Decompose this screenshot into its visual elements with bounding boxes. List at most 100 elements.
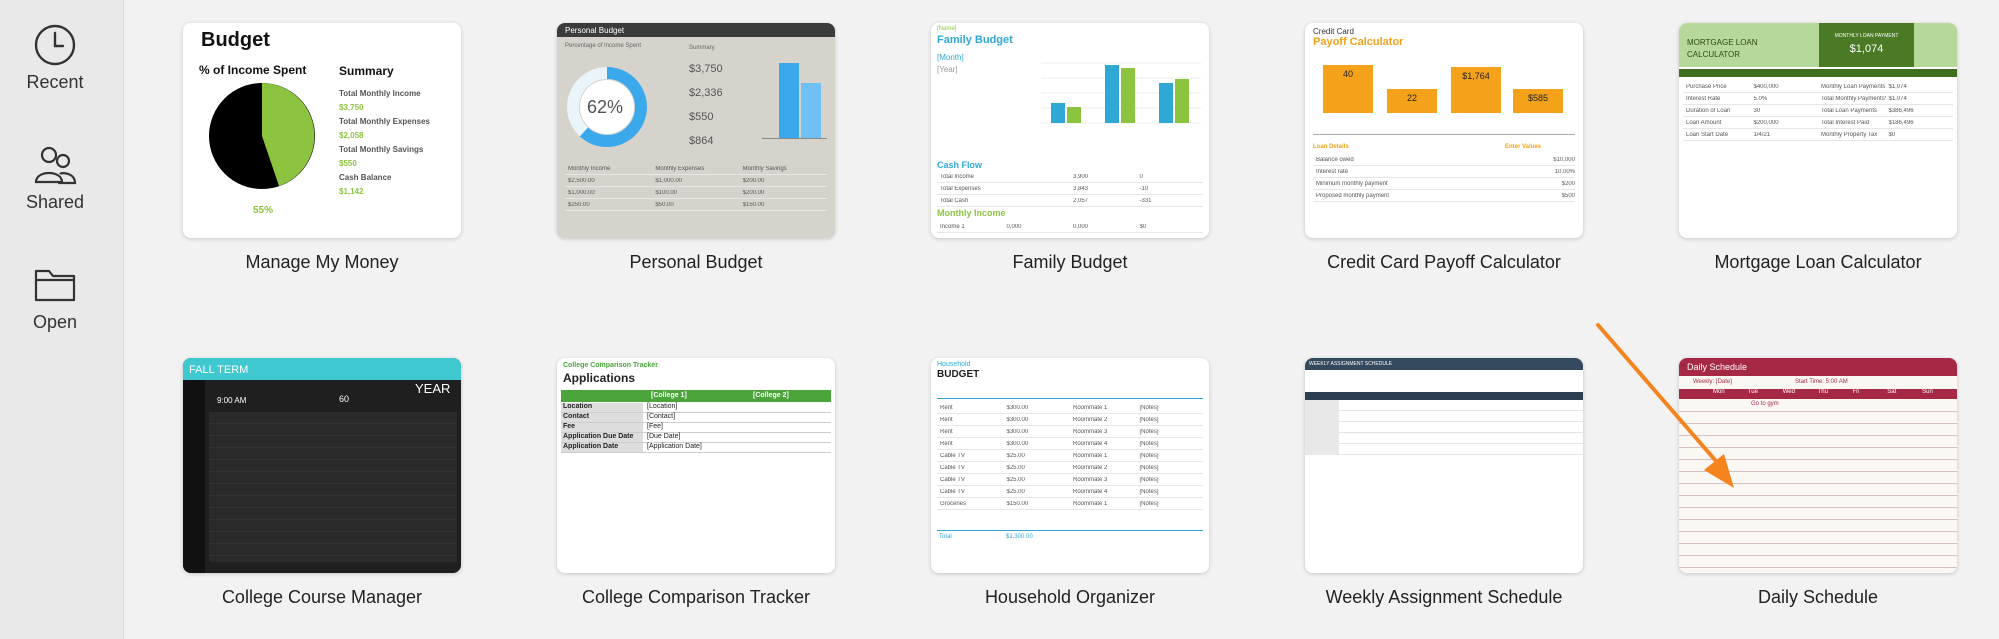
summary-title: Summary bbox=[339, 64, 394, 78]
summary-title: Summary bbox=[689, 45, 715, 51]
sidebar: Recent Shared Open bbox=[0, 0, 124, 639]
template-thumbnail: College Comparison Tracker Applications … bbox=[557, 358, 835, 573]
summary-value: $3,750 bbox=[689, 63, 723, 75]
sidebar-item-label: Open bbox=[32, 312, 78, 332]
template-label: Household Organizer bbox=[984, 587, 1156, 607]
summary-value: $2,058 bbox=[339, 131, 364, 140]
weekly-date: Weekly: [Date] bbox=[1693, 379, 1732, 385]
section-title: Monthly Income bbox=[937, 208, 1006, 218]
pie-chart bbox=[209, 83, 315, 189]
summary-value: $3,750 bbox=[339, 103, 364, 112]
thumb-month: [Month] bbox=[937, 53, 964, 62]
row-value: [Due Date] bbox=[647, 433, 681, 440]
thumb-title: BUDGET bbox=[937, 369, 980, 380]
bar bbox=[779, 63, 799, 138]
schedule-entry: Go to gym bbox=[1751, 401, 1779, 407]
day-header: Fri bbox=[1852, 389, 1860, 395]
summary-value: $864 bbox=[689, 135, 714, 147]
thumb-kicker: [Name] bbox=[937, 26, 957, 32]
template-thumbnail: Credit Card Payoff Calculator 40 22 $1,7… bbox=[1305, 23, 1583, 238]
thumb-title: WEEKLY ASSIGNMENT SCHEDULE bbox=[1305, 358, 1583, 370]
thumb-title: Daily Schedule bbox=[1679, 358, 1957, 376]
day-header: Sat bbox=[1887, 389, 1897, 395]
total-label: Total bbox=[939, 534, 952, 540]
donut-chart bbox=[567, 67, 647, 147]
row-label: Contact bbox=[561, 413, 643, 422]
summary-label: Total Monthly Income bbox=[339, 89, 421, 98]
thumb-kicker: College Comparison Tracker bbox=[563, 362, 658, 369]
bar-chart bbox=[1041, 62, 1201, 124]
template-thumbnail: WEEKLY ASSIGNMENT SCHEDULE bbox=[1305, 358, 1583, 573]
summary-value: $550 bbox=[339, 159, 357, 168]
day-header: Thu bbox=[1817, 389, 1828, 395]
thumb-title: Budget bbox=[201, 29, 270, 51]
folder-icon bbox=[34, 269, 76, 302]
donut-percent: 62% bbox=[587, 97, 624, 117]
template-thumbnail: Household BUDGET Rent $300.00 Roommate 1 [N… bbox=[931, 358, 1209, 573]
time-interval: 60 bbox=[339, 394, 350, 404]
template-label: College Comparison Tracker bbox=[581, 587, 811, 607]
template-label: College Course Manager bbox=[221, 587, 423, 607]
template-thumbnail: Personal Budget Percentage of Income Spe… bbox=[557, 23, 835, 238]
thumb-title: MORTGAGE LOAN CALCULATOR bbox=[1687, 38, 1758, 59]
template-gallery: Budget % of Income Spent 55% Summary Tot… bbox=[124, 0, 1999, 639]
row-label: Application Due Date bbox=[561, 433, 643, 442]
thumb-kicker: Credit Card bbox=[1313, 27, 1354, 36]
row-value: [Fee] bbox=[647, 423, 663, 430]
sidebar-item-recent[interactable]: Recent bbox=[0, 22, 110, 93]
section-title: Loan Details bbox=[1313, 144, 1349, 150]
bar bbox=[801, 83, 821, 138]
pie-title: % of Income Spent bbox=[199, 63, 307, 77]
pie-percent: 55% bbox=[253, 205, 274, 216]
summary-value: $1,142 bbox=[339, 187, 364, 196]
section-title: Cash Flow bbox=[937, 160, 983, 170]
payment-value: $1,074 bbox=[1849, 43, 1884, 55]
template-label: Mortgage Loan Calculator bbox=[1714, 252, 1922, 272]
template-label: Personal Budget bbox=[629, 252, 763, 272]
template-thumbnail: Daily Schedule Weekly: [Date] Start Time… bbox=[1679, 358, 1957, 573]
sidebar-item-open[interactable]: Open bbox=[0, 262, 110, 333]
row-value: [Location] bbox=[647, 403, 678, 410]
template-label: Daily Schedule bbox=[1757, 587, 1879, 607]
thumb-title: Applications bbox=[563, 371, 636, 385]
summary-value: $550 bbox=[689, 111, 714, 123]
summary-value: $2,336 bbox=[689, 87, 723, 99]
thumb-kicker: Household bbox=[937, 361, 971, 368]
template-label: Family Budget bbox=[1012, 252, 1128, 272]
bar: $1,764 bbox=[1451, 67, 1501, 113]
template-thumbnail: Budget % of Income Spent 55% Summary Tot… bbox=[183, 23, 461, 238]
thumb-year: [Year] bbox=[937, 65, 958, 74]
template-label: Manage My Money bbox=[245, 252, 399, 272]
template-thumbnail: MORTGAGE LOAN CALCULATOR MONTHLY LOAN PA… bbox=[1679, 23, 1957, 238]
people-icon bbox=[34, 146, 77, 185]
template-label: Weekly Assignment Schedule bbox=[1325, 587, 1563, 607]
bar: 40 bbox=[1323, 65, 1373, 113]
day-header: Sun bbox=[1922, 389, 1933, 395]
start-time: 9:00 AM bbox=[217, 396, 247, 405]
payment-label: MONTHLY LOAN PAYMENT bbox=[1834, 33, 1899, 39]
column-header: [College 1] bbox=[651, 392, 687, 399]
row-label: Application Date bbox=[561, 443, 643, 452]
template-thumbnail: [Name] Family Budget [Month] [Year] Cash… bbox=[931, 23, 1209, 238]
sidebar-item-label: Recent bbox=[26, 72, 84, 92]
thumb-title: Family Budget bbox=[937, 34, 1013, 46]
thumb-title: Payoff Calculator bbox=[1313, 36, 1404, 48]
thumb-subtitle: Percentage of Income Spent bbox=[565, 43, 642, 49]
day-header: Tue bbox=[1747, 389, 1758, 395]
row-value: [Application Date] bbox=[647, 443, 702, 450]
sidebar-item-shared[interactable]: Shared bbox=[0, 142, 110, 213]
template-thumbnail: FALL TERM YEAR 9:00 AM 60 bbox=[183, 358, 461, 573]
summary-label: Cash Balance bbox=[339, 173, 392, 182]
day-header: Mon bbox=[1713, 389, 1725, 395]
total-value: $1,300.00 bbox=[1006, 534, 1033, 540]
summary-label: Total Monthly Expenses bbox=[339, 117, 430, 126]
day-header: Wed bbox=[1782, 389, 1795, 395]
clock-icon bbox=[34, 24, 76, 66]
summary-label: Total Monthly Savings bbox=[339, 145, 424, 154]
thumb-title: Personal Budget bbox=[557, 23, 835, 37]
bar: 22 bbox=[1387, 89, 1437, 113]
bar: $585 bbox=[1513, 89, 1563, 113]
row-value: [Contact] bbox=[647, 413, 676, 420]
row-label: Location bbox=[561, 403, 643, 412]
column-header: [College 2] bbox=[753, 392, 789, 399]
